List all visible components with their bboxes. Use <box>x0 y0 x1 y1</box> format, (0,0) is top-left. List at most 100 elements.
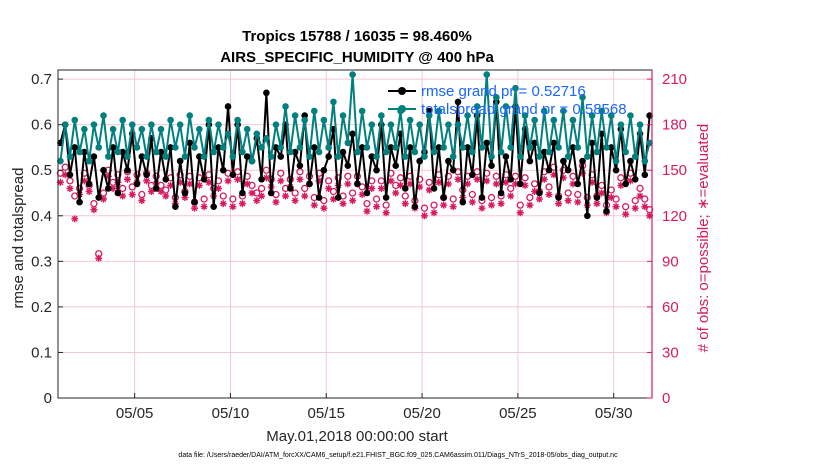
obs-possible-marker <box>363 199 371 208</box>
obs-evaluated-marker <box>622 210 630 218</box>
series-point-totalspread <box>368 121 376 128</box>
obs-evaluated-marker <box>564 197 572 205</box>
series-point-totalspread <box>564 153 572 160</box>
obs-evaluated-marker <box>382 209 390 217</box>
series-point-rmse <box>459 198 467 206</box>
obs-possible-marker <box>636 184 644 193</box>
obs-evaluated-marker <box>219 200 227 208</box>
y-left-tick-label: 0.2 <box>31 299 52 316</box>
series-point-totalspread <box>287 148 294 156</box>
y-left-axis-ticks: 0 0.1 0.2 0.3 0.4 0.5 0.6 0.7 <box>31 71 63 407</box>
obs-possible-marker <box>348 189 357 197</box>
obs-evaluated-marker <box>478 204 486 212</box>
series-point-totalspread <box>459 144 467 151</box>
series-point-rmse <box>440 194 447 201</box>
series-point-totalspread <box>138 125 146 133</box>
obs-evaluated-marker <box>147 187 155 195</box>
series-point-rmse <box>430 185 438 192</box>
series-point-rmse <box>66 171 74 179</box>
obs-evaluated-marker <box>100 195 108 203</box>
obs-possible-marker <box>430 201 438 209</box>
legend: rmse grand pr = 0.52716 totalspread gran… <box>388 83 627 118</box>
y-right-tick-label: 0 <box>662 390 670 407</box>
series-point-rmse <box>358 144 366 151</box>
footnote-data-file: data file: /Users/raeder/DAI/ATM_forcXX/… <box>178 452 618 459</box>
series-point-totalspread <box>421 153 428 160</box>
series-point-rmse <box>200 176 208 183</box>
obs-evaluated-marker <box>440 201 448 209</box>
obs-evaluated-marker <box>574 198 582 206</box>
obs-possible-marker <box>449 195 457 203</box>
series-point-totalspread <box>124 153 131 160</box>
series-point-totalspread <box>176 121 184 128</box>
series-point-rmse <box>555 194 562 201</box>
series-point-totalspread <box>354 148 361 156</box>
obs-evaluated-marker <box>119 192 127 200</box>
series-point-rmse <box>411 203 419 210</box>
series-point-rmse <box>392 162 400 169</box>
y-left-tick-label: 0.1 <box>31 344 52 361</box>
series-point-totalspread <box>66 153 74 160</box>
obs-evaluated-marker <box>526 201 534 209</box>
obs-evaluated-marker <box>473 175 481 183</box>
series-point-rmse <box>272 144 280 151</box>
legend-marker-totalspread <box>398 105 406 113</box>
obs-evaluated-marker <box>205 178 213 186</box>
series-point-rmse <box>224 103 232 110</box>
obs-evaluated-marker <box>143 177 151 185</box>
series-point-rmse <box>588 139 596 147</box>
series-point-rmse <box>81 148 88 156</box>
series-point-totalspread <box>148 121 155 128</box>
series-point-rmse <box>560 157 567 165</box>
obs-evaluated-marker <box>488 201 496 209</box>
obs-evaluated-marker <box>90 206 98 214</box>
obs-evaluated-marker <box>320 204 328 212</box>
obs-evaluated-marker <box>315 177 323 185</box>
series-point-rmse <box>100 166 107 174</box>
series-point-totalspread <box>588 112 596 119</box>
series-point-totalspread <box>210 148 217 156</box>
series-point-rmse <box>540 148 548 156</box>
legend-label-totalspread: totalspread grand pr = 0.58568 <box>421 101 627 118</box>
obs-possible-marker <box>511 172 520 180</box>
series-point-totalspread <box>181 153 189 160</box>
series-point-rmse <box>502 153 510 160</box>
series-point-totalspread <box>483 71 491 78</box>
series-point-rmse <box>584 212 591 220</box>
chart-title-line1: Tropics 15788 / 16035 = 98.460% <box>242 28 472 45</box>
obs-evaluated-marker <box>167 181 175 189</box>
series-point-totalspread <box>622 148 629 156</box>
obs-evaluated-marker <box>531 187 539 195</box>
obs-evaluated-marker <box>492 180 500 188</box>
series-point-rmse <box>454 98 462 106</box>
obs-evaluated-marker <box>253 197 261 205</box>
obs-evaluated-marker <box>550 171 558 179</box>
series-point-rmse <box>287 185 294 192</box>
series-point-rmse <box>373 166 380 174</box>
series-point-totalspread <box>473 103 481 110</box>
series-point-totalspread <box>253 130 261 138</box>
y-left-tick-label: 0.3 <box>31 253 52 270</box>
series-point-totalspread <box>152 148 160 156</box>
series-point-totalspread <box>234 116 241 124</box>
series-point-rmse <box>162 176 170 183</box>
series-point-totalspread <box>603 144 610 151</box>
series-point-rmse <box>71 144 79 151</box>
obs-possible-marker <box>401 192 409 200</box>
series-point-rmse <box>631 176 639 183</box>
obs-possible-marker <box>416 175 424 183</box>
series-point-rmse <box>550 139 558 147</box>
x-tick-label: 05/25 <box>499 405 537 422</box>
obs-evaluated-marker <box>258 192 266 200</box>
obs-evaluated-marker <box>593 200 601 208</box>
obs-possible-marker <box>382 201 390 209</box>
series-point-totalspread <box>61 121 69 128</box>
series-point-rmse <box>306 180 313 188</box>
obs-evaluated-marker <box>449 203 457 211</box>
obs-evaluated-marker <box>559 174 567 182</box>
x-tick-label: 05/05 <box>116 405 154 422</box>
obs-evaluated-marker <box>401 200 409 208</box>
obs-possible-marker <box>320 196 328 205</box>
series-point-rmse <box>497 189 505 197</box>
